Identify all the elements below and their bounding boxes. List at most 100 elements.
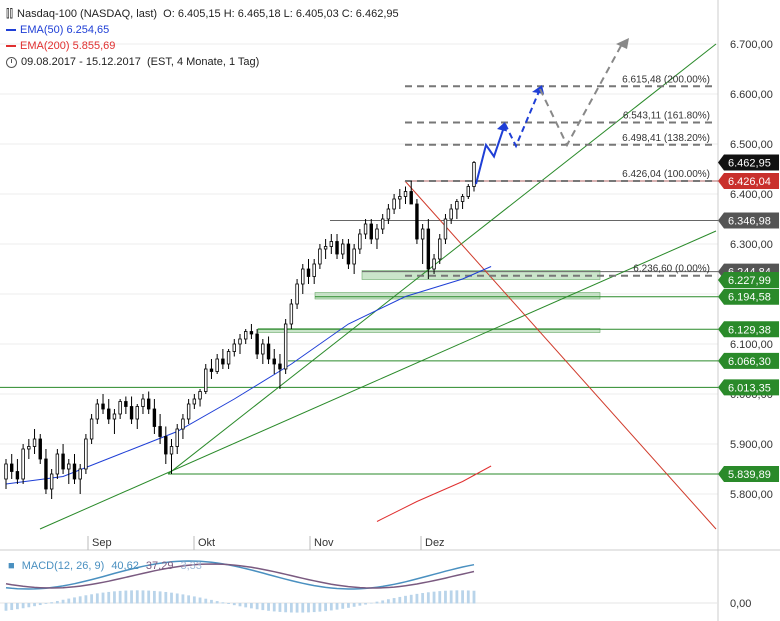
macd-histogram-bar	[187, 595, 191, 604]
candle-body	[392, 198, 396, 210]
projection-arrows	[475, 38, 629, 185]
candle	[49, 469, 54, 499]
candle-body	[432, 258, 436, 270]
macd-histogram-bar	[267, 603, 270, 611]
candle-body	[352, 248, 356, 265]
candle-body	[278, 363, 282, 370]
candle-body	[49, 473, 54, 490]
candle-body	[84, 438, 88, 470]
badge-label: 6.013,35	[728, 382, 771, 394]
candle-body	[135, 406, 139, 420]
macd-histogram-bar	[335, 603, 339, 610]
macd-histogram-bar	[141, 590, 145, 604]
candle	[255, 329, 259, 359]
macd-histogram-bar	[164, 591, 168, 604]
macd-histogram-bar	[192, 596, 196, 604]
candle-body	[283, 323, 288, 370]
candle-body	[27, 446, 31, 450]
candle-body	[301, 268, 305, 285]
macd-zero-label: 0,00	[730, 598, 751, 610]
candle-body	[141, 398, 145, 407]
candle-body	[426, 228, 431, 270]
chart-legend: ⫿⫿ Nasdaq-100 (NASDAQ, last) O: 6.405,15…	[6, 6, 399, 70]
candle-body	[272, 358, 276, 365]
candle-body	[466, 186, 470, 197]
macd-histogram-bar	[255, 603, 259, 610]
candle-body	[266, 343, 271, 360]
price-badge: 5.839,89	[718, 466, 779, 483]
candle	[181, 414, 185, 439]
y-tick-label: 6.400,00	[730, 189, 773, 201]
badge-shape	[718, 288, 779, 305]
ema50-value: 6.254,65	[66, 24, 110, 36]
candle	[21, 444, 25, 484]
candle-body	[455, 201, 459, 210]
badge-shape	[718, 466, 779, 483]
candle-body	[10, 463, 14, 472]
fib-label: 6.498,41 (138.20%)	[622, 133, 710, 144]
candle-body	[152, 408, 157, 427]
candle	[312, 259, 316, 284]
candle-body	[4, 463, 8, 480]
candle	[420, 224, 425, 264]
candle-body	[209, 368, 214, 372]
candle	[329, 234, 334, 254]
macd-histogram-bar	[107, 591, 111, 604]
candle	[363, 219, 368, 239]
y-tick-label: 6.600,00	[730, 89, 773, 101]
candle	[72, 454, 77, 484]
candle-body	[15, 471, 20, 480]
candle	[386, 204, 391, 224]
macd-histogram-bar	[426, 592, 430, 604]
candle-body	[186, 403, 191, 420]
candle-body	[232, 343, 236, 352]
candle	[27, 439, 31, 459]
candle-body	[107, 408, 111, 420]
candle	[107, 399, 111, 424]
ema200-line	[376, 465, 492, 522]
candle	[112, 409, 117, 434]
candle-body	[221, 358, 225, 365]
macd-histogram-bar	[250, 603, 253, 609]
candle-body	[175, 428, 179, 447]
macd-histogram-bar	[101, 592, 105, 604]
macd-histogram-bar	[33, 603, 36, 607]
price-badge: 6.066,30	[718, 352, 779, 369]
candle	[301, 264, 305, 294]
candle-body	[358, 233, 362, 250]
fibonacci-levels: 6.615,48 (200.00%) 6.543,11 (161.80%) 6.49…	[405, 74, 712, 277]
price-badge: 6.346,98	[718, 212, 779, 229]
macd-histogram-bar	[438, 591, 442, 604]
candle	[55, 449, 60, 479]
candle	[158, 414, 162, 444]
candle	[278, 354, 282, 389]
macd-histogram-bar	[221, 602, 225, 604]
candle-body	[380, 218, 385, 230]
macd-histogram-bar	[21, 603, 25, 609]
y-tick-label: 6.100,00	[730, 339, 773, 351]
candle	[460, 194, 465, 209]
macd-histogram-bar	[278, 603, 282, 612]
macd-histogram-bar	[181, 594, 185, 604]
candle	[89, 414, 94, 444]
candle-body	[363, 223, 368, 235]
macd-histogram-bar	[358, 603, 362, 606]
macd-histogram-bar	[341, 603, 345, 609]
candle-body	[181, 418, 185, 430]
candle	[306, 259, 311, 284]
candle	[266, 336, 271, 364]
macd-histogram-bar	[261, 603, 265, 611]
price-badges: 6.462,956.426,046.346,986.244,846.227,99…	[718, 154, 779, 483]
candle	[95, 399, 100, 424]
candle	[398, 189, 402, 209]
candle-body	[67, 463, 71, 470]
candle	[192, 394, 197, 409]
period-info: (EST, 4 Monate, 1 Tag)	[147, 56, 260, 68]
candle	[426, 219, 431, 279]
candle	[204, 364, 208, 394]
candle	[101, 394, 105, 414]
macd-value-1: 40,62	[111, 560, 139, 572]
macd-signal-line	[5, 563, 475, 589]
candle	[449, 204, 453, 224]
